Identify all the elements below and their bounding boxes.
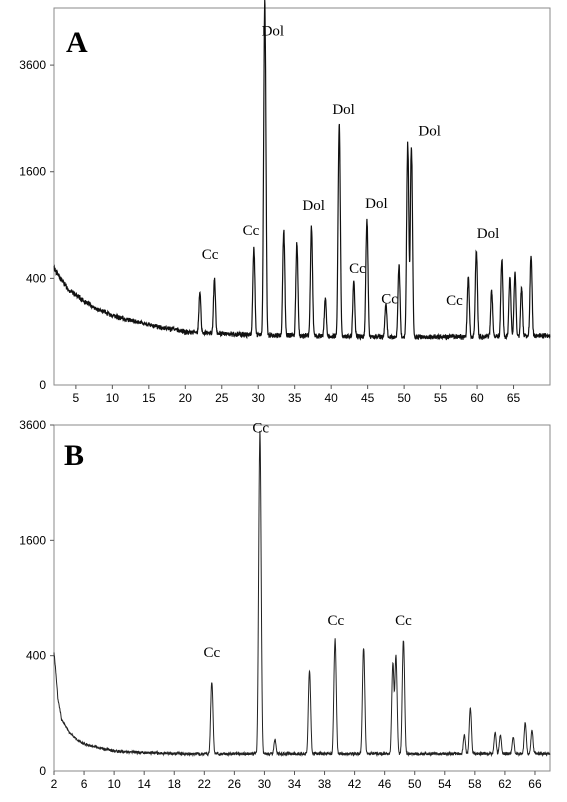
panel-b-annotations: Cc Cc Cc Cc (203, 420, 412, 661)
y-tick-label: 1600 (19, 165, 46, 179)
panel-b-y-axis: 400 1600 3600 0 (19, 418, 54, 778)
peak-annotation: Cc (395, 613, 412, 629)
x-tick-label: 10 (107, 777, 121, 791)
panel-a-y-axis: 400 1600 3600 0 (19, 58, 54, 392)
panel-a-plot-frame (53, 7, 551, 386)
x-tick-label: 25 (215, 391, 229, 405)
y-tick-label: 1600 (19, 533, 46, 547)
y-tick-label: 400 (26, 271, 46, 285)
x-tick-label: 14 (138, 777, 152, 791)
x-tick-label: 26 (228, 777, 242, 791)
x-tick-label: 35 (288, 391, 302, 405)
panel-b-plot-frame (53, 424, 551, 772)
x-tick-label: 2 (51, 777, 58, 791)
y-tick-label: 3600 (19, 58, 46, 72)
panel-a-diffraction-trace (53, 0, 551, 341)
x-tick-label: 40 (324, 391, 338, 405)
peak-annotation: Cc (243, 223, 260, 239)
peak-annotation: Dol (302, 198, 325, 214)
panel-b-x-axis: 2 6 10 14 18 22 26 30 34 38 42 46 50 54 58 62 66 (51, 771, 542, 791)
x-tick-label: 58 (468, 777, 482, 791)
x-tick-label: 5 (73, 391, 80, 405)
x-tick-label: 10 (106, 391, 120, 405)
x-tick-label: 15 (142, 391, 156, 405)
x-tick-label: 42 (348, 777, 362, 791)
panel-a-annotations: Cc Cc Dol Dol Dol Cc Dol Cc Dol Cc Dol (202, 23, 499, 309)
x-tick-label: 65 (507, 391, 521, 405)
peak-annotation: Dol (477, 226, 500, 242)
peak-annotation: Cc (381, 291, 398, 307)
x-tick-label: 22 (198, 777, 212, 791)
x-tick-label: 50 (397, 391, 411, 405)
x-tick-label: 45 (361, 391, 375, 405)
x-tick-label: 62 (498, 777, 512, 791)
peak-annotation: Cc (252, 420, 269, 436)
peak-annotation: Cc (446, 293, 463, 309)
y-tick-label: 0 (39, 764, 46, 778)
peak-annotation: Cc (327, 613, 344, 629)
x-tick-label: 38 (318, 777, 332, 791)
x-tick-label: 54 (438, 777, 452, 791)
x-tick-label: 18 (168, 777, 182, 791)
x-tick-label: 66 (528, 777, 542, 791)
x-tick-label: 34 (288, 777, 302, 791)
x-tick-label: 6 (81, 777, 88, 791)
panel-a-chart: 400 1600 3600 0 5 10 15 20 25 30 35 40 45 50 55 60 65 C… (19, 0, 551, 405)
x-tick-label: 50 (408, 777, 422, 791)
x-tick-label: 20 (179, 391, 193, 405)
panel-a-letter: A (66, 26, 88, 59)
peak-annotation: Dol (262, 23, 285, 39)
peak-annotation: Cc (203, 645, 220, 661)
panel-a-x-axis: 5 10 15 20 25 30 35 40 45 50 55 60 65 (73, 385, 521, 405)
peak-annotation: Cc (202, 247, 219, 263)
x-tick-label: 55 (434, 391, 448, 405)
x-tick-label: 60 (470, 391, 484, 405)
panel-b-diffraction-trace (53, 430, 551, 758)
x-tick-label: 46 (378, 777, 392, 791)
peak-annotation: Dol (332, 102, 355, 118)
y-tick-label: 0 (39, 378, 46, 392)
y-tick-label: 400 (26, 649, 46, 663)
y-tick-label: 3600 (19, 418, 46, 432)
x-tick-label: 30 (258, 777, 272, 791)
peak-annotation: Dol (418, 123, 441, 139)
peak-annotation: Dol (365, 196, 388, 212)
panel-b-letter: B (64, 439, 84, 472)
peak-annotation: Cc (349, 261, 366, 277)
x-tick-label: 30 (252, 391, 266, 405)
